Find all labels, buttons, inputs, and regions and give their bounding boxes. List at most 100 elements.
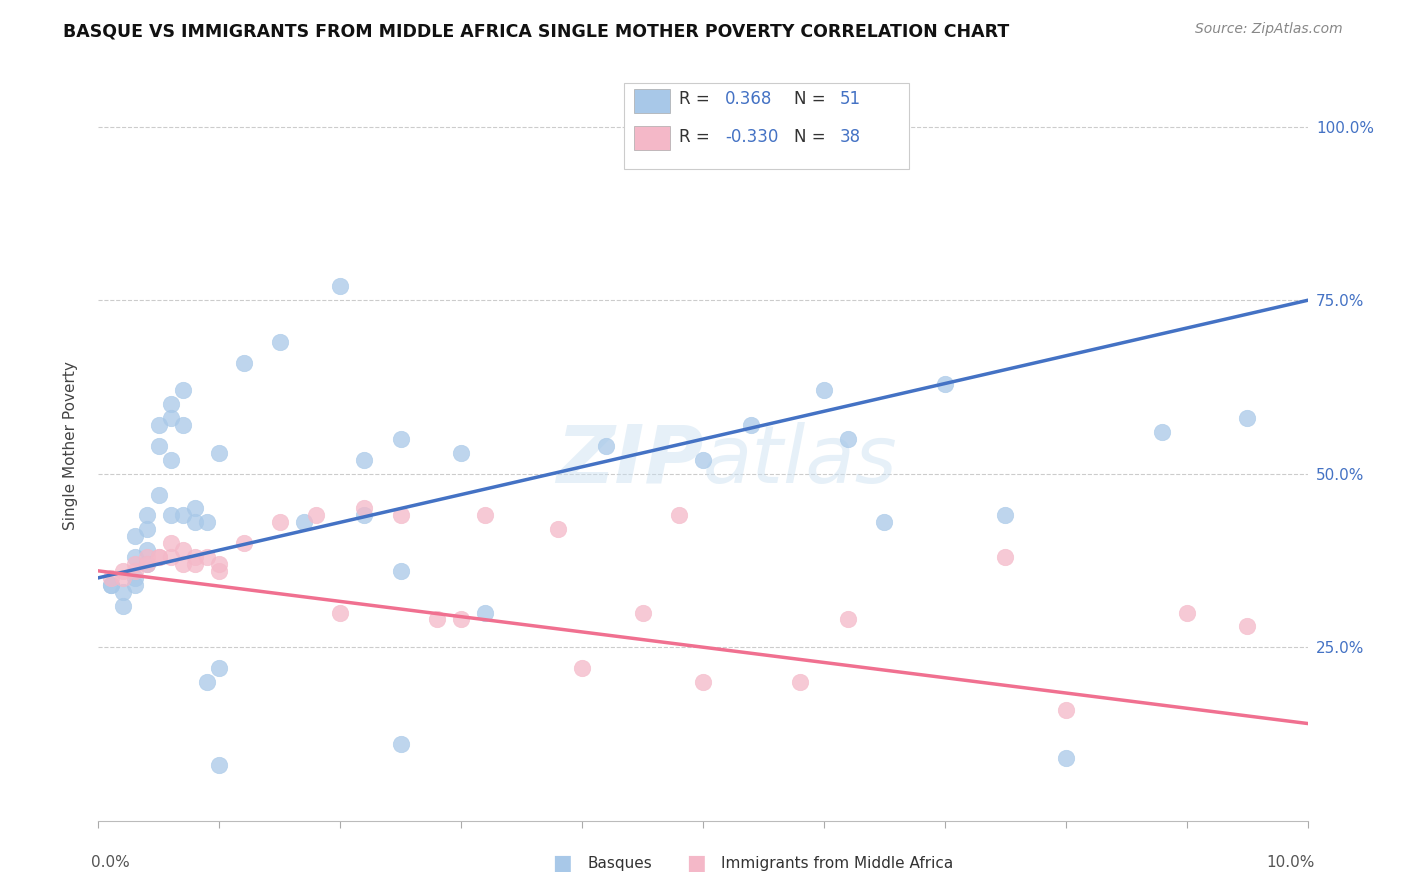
Point [208,557,231,571]
Point [160,397,183,411]
Point [111,599,134,613]
Point [789,674,811,689]
Point [305,508,328,523]
Point [668,508,690,523]
Point [269,334,291,349]
Point [389,737,412,751]
Text: ■: ■ [686,854,706,873]
Point [692,453,714,467]
Point [148,549,170,564]
Point [389,432,412,446]
Text: 0.0%: 0.0% [91,855,131,870]
Point [184,516,207,530]
Text: 10.0%: 10.0% [1267,855,1315,870]
Text: Immigrants from Middle Africa: Immigrants from Middle Africa [721,856,953,871]
Point [208,446,231,460]
Point [160,508,183,523]
Point [124,571,146,585]
Point [135,522,157,536]
Point [195,516,218,530]
Point [124,549,146,564]
Point [1054,751,1077,765]
Text: 38: 38 [839,128,860,145]
Point [837,612,859,626]
Point [135,543,157,558]
Text: -0.330: -0.330 [724,128,778,145]
Point [450,446,472,460]
Point [595,439,617,453]
Point [547,522,569,536]
Point [208,661,231,675]
Point [172,557,194,571]
Point [135,549,157,564]
Point [1236,619,1258,633]
Point [994,549,1017,564]
Point [148,487,170,501]
Point [353,453,375,467]
Text: ■: ■ [553,854,572,873]
Point [389,564,412,578]
Text: 51: 51 [839,90,860,108]
Point [1175,606,1198,620]
Point [148,439,170,453]
Point [135,557,157,571]
Point [329,606,352,620]
Text: atlas: atlas [703,422,898,500]
Point [1054,703,1077,717]
Point [172,508,194,523]
Point [1236,411,1258,425]
Point [135,508,157,523]
Point [124,578,146,592]
Point [934,376,956,391]
Point [269,516,291,530]
Point [292,516,315,530]
Point [631,606,654,620]
Point [172,384,194,398]
Text: Basques: Basques [588,856,652,871]
Text: N =: N = [793,128,831,145]
Point [184,501,207,516]
Point [135,557,157,571]
Text: BASQUE VS IMMIGRANTS FROM MIDDLE AFRICA SINGLE MOTHER POVERTY CORRELATION CHART: BASQUE VS IMMIGRANTS FROM MIDDLE AFRICA … [63,22,1010,40]
Point [353,508,375,523]
Point [208,758,231,772]
Text: 0.368: 0.368 [724,90,772,108]
Point [124,564,146,578]
Point [994,508,1017,523]
Point [124,557,146,571]
Point [111,564,134,578]
Point [160,549,183,564]
Point [100,571,122,585]
Point [195,674,218,689]
FancyBboxPatch shape [624,83,908,169]
Point [837,432,859,446]
Point [450,612,472,626]
Text: R =: R = [679,128,714,145]
Point [111,584,134,599]
Point [148,418,170,433]
Point [172,418,194,433]
Text: ZIP: ZIP [555,422,703,500]
Point [184,549,207,564]
Point [1152,425,1174,439]
Bar [634,126,671,150]
Point [208,564,231,578]
Text: R =: R = [679,90,714,108]
Point [740,418,762,433]
Point [426,612,449,626]
Text: N =: N = [793,90,831,108]
Point [474,508,496,523]
Point [111,571,134,585]
Point [184,557,207,571]
Point [353,501,375,516]
Point [474,606,496,620]
Point [195,549,218,564]
Text: Source: ZipAtlas.com: Source: ZipAtlas.com [1195,22,1343,37]
Point [124,529,146,543]
Point [571,661,593,675]
Point [148,549,170,564]
Point [813,384,835,398]
Point [160,536,183,550]
Y-axis label: Single Mother Poverty: Single Mother Poverty [63,361,77,531]
Point [873,516,896,530]
